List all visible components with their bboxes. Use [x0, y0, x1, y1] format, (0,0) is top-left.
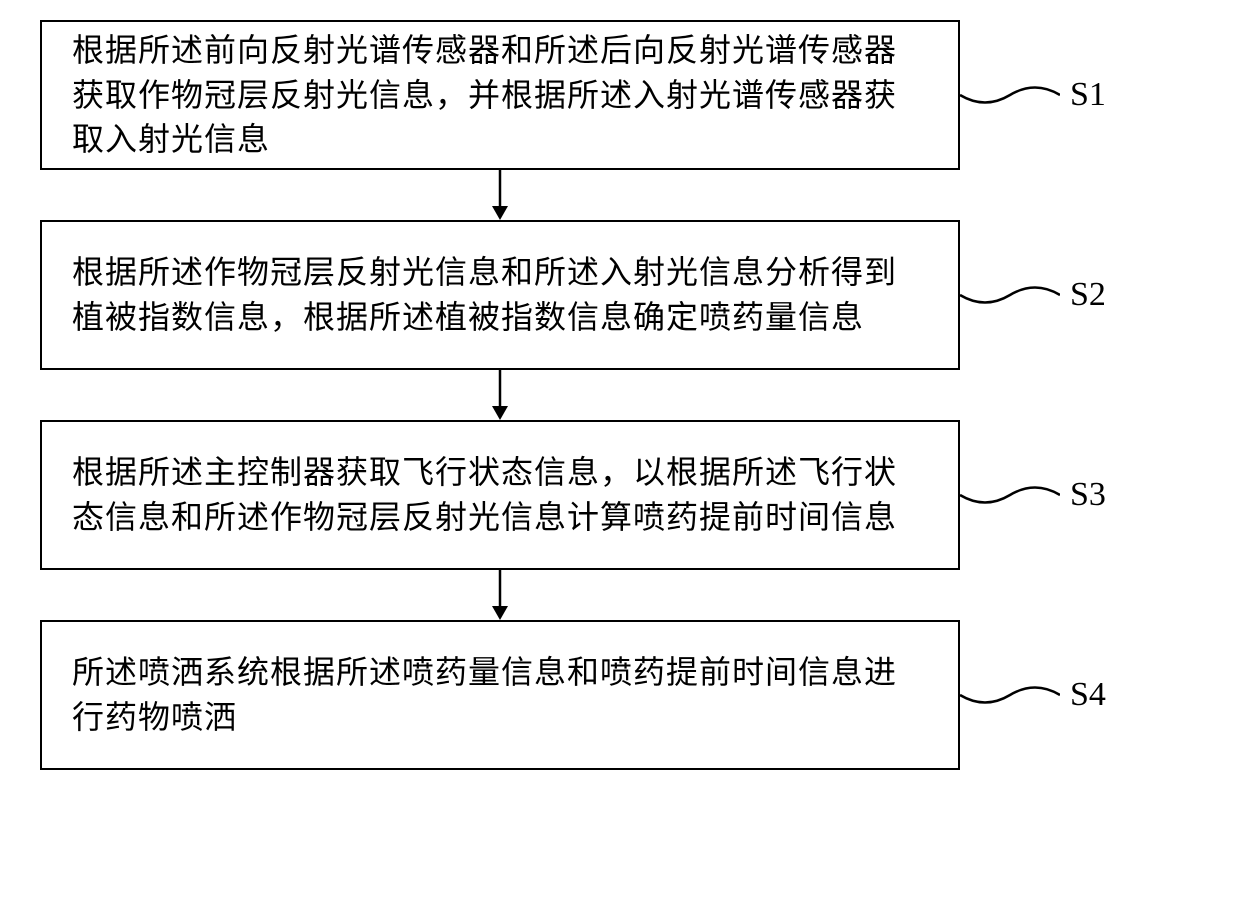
arrow-1	[40, 170, 960, 220]
step-label-4: S4	[1070, 676, 1106, 714]
flowchart-container: 根据所述前向反射光谱传感器和所述后向反射光谱传感器获取作物冠层反射光信息，并根据…	[40, 20, 1200, 770]
arrow-down-icon	[485, 170, 515, 220]
curve-line-icon	[960, 75, 1060, 115]
step-box-2: 根据所述作物冠层反射光信息和所述入射光信息分析得到植被指数信息，根据所述植被指数…	[40, 220, 960, 370]
connector-1: S1	[960, 75, 1110, 115]
step-text-2: 根据所述作物冠层反射光信息和所述入射光信息分析得到植被指数信息，根据所述植被指数…	[72, 250, 928, 340]
step-text-1: 根据所述前向反射光谱传感器和所述后向反射光谱传感器获取作物冠层反射光信息，并根据…	[72, 28, 928, 162]
connector-3: S3	[960, 475, 1110, 515]
curve-line-icon	[960, 675, 1060, 715]
step-box-1: 根据所述前向反射光谱传感器和所述后向反射光谱传感器获取作物冠层反射光信息，并根据…	[40, 20, 960, 170]
arrow-2	[40, 370, 960, 420]
connector-2: S2	[960, 275, 1110, 315]
curve-line-icon	[960, 275, 1060, 315]
arrow-down-icon	[485, 570, 515, 620]
step-label-1: S1	[1070, 76, 1106, 114]
step-text-3: 根据所述主控制器获取飞行状态信息，以根据所述飞行状态信息和所述作物冠层反射光信息…	[72, 450, 928, 540]
step-row-2: 根据所述作物冠层反射光信息和所述入射光信息分析得到植被指数信息，根据所述植被指数…	[40, 220, 1200, 370]
step-text-4: 所述喷洒系统根据所述喷药量信息和喷药提前时间信息进行药物喷洒	[72, 650, 928, 740]
step-box-4: 所述喷洒系统根据所述喷药量信息和喷药提前时间信息进行药物喷洒	[40, 620, 960, 770]
arrow-3	[40, 570, 960, 620]
step-row-1: 根据所述前向反射光谱传感器和所述后向反射光谱传感器获取作物冠层反射光信息，并根据…	[40, 20, 1200, 170]
step-row-4: 所述喷洒系统根据所述喷药量信息和喷药提前时间信息进行药物喷洒 S4	[40, 620, 1200, 770]
step-box-3: 根据所述主控制器获取飞行状态信息，以根据所述飞行状态信息和所述作物冠层反射光信息…	[40, 420, 960, 570]
curve-line-icon	[960, 475, 1060, 515]
step-label-3: S3	[1070, 476, 1106, 514]
connector-4: S4	[960, 675, 1110, 715]
arrow-down-icon	[485, 370, 515, 420]
step-label-2: S2	[1070, 276, 1106, 314]
step-row-3: 根据所述主控制器获取飞行状态信息，以根据所述飞行状态信息和所述作物冠层反射光信息…	[40, 420, 1200, 570]
